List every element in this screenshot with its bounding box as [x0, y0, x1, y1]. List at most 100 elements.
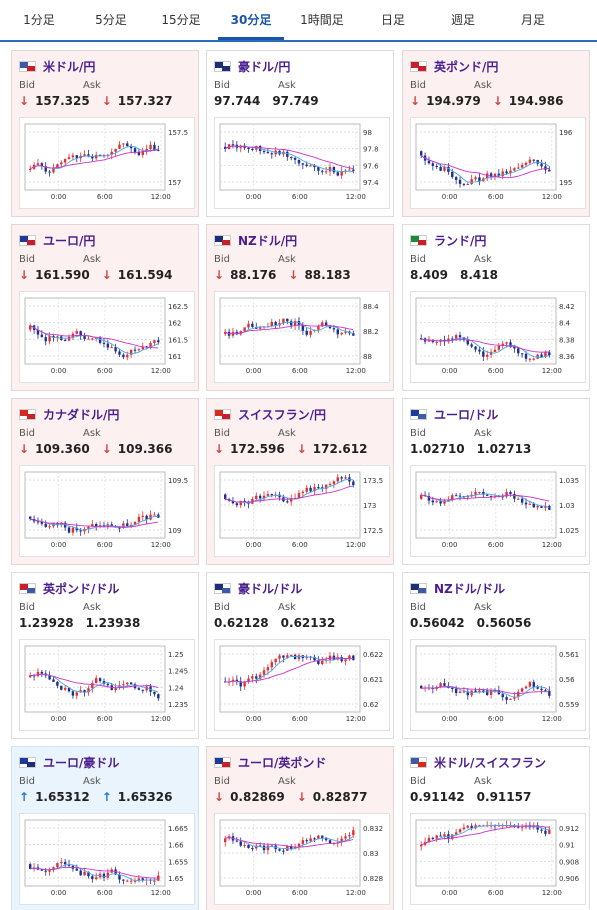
candle-body — [258, 845, 262, 847]
bid-value: 1.65312 — [35, 790, 90, 804]
x-tick-label: 12:00 — [151, 889, 171, 897]
pair-title-link[interactable]: 英ポンド/円 — [410, 57, 498, 75]
candle-body — [114, 869, 117, 875]
candle-body — [83, 871, 86, 876]
candle-body — [340, 332, 343, 335]
plot-area — [415, 819, 557, 887]
pair-title-link[interactable]: 豪ドル/ドル — [214, 579, 302, 597]
y-tick-label: 1.025 — [559, 527, 579, 535]
pair-title-link[interactable]: ユーロ/英ポンド — [214, 753, 326, 771]
candle-body — [141, 515, 144, 517]
candle-body — [258, 327, 262, 329]
y-tick-label: 98 — [363, 129, 372, 137]
candle-body — [290, 156, 293, 158]
candle-body — [126, 523, 129, 527]
candle-body — [87, 338, 90, 340]
mini-chart[interactable]: 1.035 1.03 1.025 0:00 6:00 12:00 — [410, 465, 586, 557]
mini-chart[interactable]: 157.5 157 0:00 6:00 12:00 — [19, 117, 195, 209]
tab-30min[interactable]: 30分足 — [218, 0, 284, 40]
bid-value: 157.325 — [35, 94, 90, 108]
candle-body — [36, 329, 40, 335]
x-tick-label: 6:00 — [488, 715, 504, 723]
tab-1hour[interactable]: 1時間足 — [300, 13, 344, 27]
ask-label: Ask — [83, 776, 101, 787]
mini-chart[interactable]: 196 195 0:00 6:00 12:00 — [410, 117, 586, 209]
candle-body — [137, 688, 141, 690]
mini-chart[interactable]: 8.42 8.4 8.38 8.36 0:00 6:00 12:00 — [410, 291, 586, 383]
candle-body — [497, 173, 501, 177]
y-tick-label: 1.66 — [168, 842, 184, 850]
mini-chart[interactable]: 162.5 162 161.5 161 0:00 6:00 12:00 — [19, 291, 195, 383]
mini-chart[interactable]: 173.5 173 172.5 0:00 6:00 12:00 — [214, 465, 390, 557]
y-tick-label: 157 — [168, 179, 181, 187]
candle-body — [447, 500, 450, 502]
candle-body — [470, 690, 473, 696]
y-tick-label: 109 — [168, 527, 181, 535]
mini-chart[interactable]: 0.912 0.91 0.908 0.906 0:00 6:00 12:00 — [410, 813, 586, 905]
pair-title-link[interactable]: ユーロ/豪ドル — [19, 753, 119, 771]
candle-body — [474, 492, 477, 495]
pair-title-link[interactable]: 豪ドル/円 — [214, 57, 290, 75]
ask-value-wrap: 97.749 — [272, 94, 324, 108]
pair-title-link[interactable]: 米ドル/スイスフラン — [410, 753, 546, 771]
mini-chart[interactable]: 98 97.8 97.6 97.4 0:00 6:00 12:00 — [214, 117, 390, 209]
mini-chart[interactable]: 1.25 1.245 1.24 1.235 0:00 6:00 12:00 — [19, 639, 195, 731]
pair-title-link[interactable]: カナダドル/円 — [19, 405, 119, 423]
pair-title-link[interactable]: ユーロ/円 — [19, 231, 95, 249]
candle-body — [87, 154, 90, 156]
pair-title-link[interactable]: ユーロ/ドル — [410, 405, 498, 423]
flag-icon — [410, 756, 427, 768]
bid-value: 1.23928 — [19, 616, 74, 630]
quote-values: ↓ 109.360 ↓ 109.366 — [19, 442, 184, 456]
y-tick-label: 161 — [168, 353, 181, 361]
chart-svg: 1.665 1.66 1.655 1.65 0:00 6:00 12:00 — [24, 819, 188, 897]
ask-label: Ask — [474, 80, 492, 91]
bid-label: Bid — [410, 776, 426, 787]
pair-name: 米ドル/スイスフラン — [434, 755, 547, 770]
candle-body — [157, 514, 160, 518]
tab-1min[interactable]: 1分足 — [23, 13, 55, 27]
pair-title-link[interactable]: 英ポンド/ドル — [19, 579, 119, 597]
candle-body — [258, 495, 262, 499]
pair-title-link[interactable]: ランド/円 — [410, 231, 486, 249]
mini-chart[interactable]: 1.665 1.66 1.655 1.65 0:00 6:00 12:00 — [19, 813, 195, 905]
pair-title-link[interactable]: NZドル/円 — [214, 231, 297, 249]
tab-15min[interactable]: 15分足 — [161, 13, 201, 27]
candle-body — [431, 837, 435, 839]
pair-title-link[interactable]: 米ドル/円 — [19, 57, 95, 75]
candle-body — [71, 333, 75, 337]
mini-chart[interactable]: 88.4 88.2 88 0:00 6:00 12:00 — [214, 291, 390, 383]
tab-weekly[interactable]: 週足 — [450, 13, 475, 27]
chart-svg: 1.035 1.03 1.025 0:00 6:00 12:00 — [415, 471, 579, 549]
quote-values: 8.409 8.418 — [410, 268, 510, 282]
tab-monthly[interactable]: 月足 — [520, 13, 545, 27]
candle-body — [98, 678, 102, 682]
x-tick-label: 0:00 — [246, 367, 262, 375]
candle-body — [509, 170, 512, 174]
tab-daily[interactable]: 日足 — [380, 13, 405, 27]
candle-body — [278, 494, 281, 498]
moving-average-line — [420, 155, 550, 179]
candle-body — [67, 527, 71, 533]
candle-body — [63, 339, 67, 341]
candle-body — [251, 148, 254, 150]
mini-chart[interactable]: 0.561 0.56 0.559 0:00 6:00 12:00 — [410, 639, 586, 731]
candle-body — [454, 832, 458, 835]
x-tick-label: 0:00 — [246, 541, 262, 549]
candle-body — [137, 878, 141, 881]
moving-average-line — [224, 836, 354, 848]
tab-5min[interactable]: 5分足 — [95, 13, 127, 27]
mini-chart[interactable]: 0.622 0.621 0.62 0:00 6:00 12:00 — [214, 639, 390, 731]
candle-body — [118, 351, 121, 355]
pair-title-link[interactable]: スイスフラン/円 — [214, 405, 326, 423]
ask-value-wrap: 0.62132 — [281, 616, 342, 630]
candle-body — [149, 144, 152, 149]
mini-chart[interactable]: 109.5 109 0:00 6:00 12:00 — [19, 465, 195, 557]
bid-value: 0.91142 — [410, 790, 465, 804]
candle-body — [513, 168, 516, 171]
candle-body — [309, 165, 312, 167]
candle-body — [48, 336, 51, 342]
pair-title-link[interactable]: NZドル/ドル — [410, 579, 505, 597]
mini-chart[interactable]: 0.832 0.83 0.828 0:00 6:00 12:00 — [214, 813, 390, 905]
candle-body — [520, 164, 524, 168]
